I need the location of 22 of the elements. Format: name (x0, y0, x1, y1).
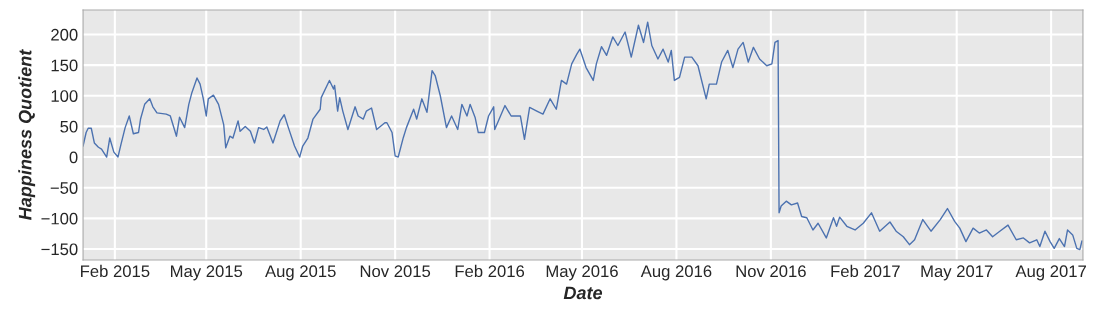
line-series (83, 21, 1083, 251)
x-tick-label: Aug 2017 (1015, 265, 1086, 281)
x-axis-title: Date (563, 286, 603, 300)
y-tick-label: −100 (41, 212, 78, 225)
y-tick-label: 150 (51, 59, 78, 72)
x-tick-label: Feb 2016 (455, 264, 525, 278)
y-tick-label: 200 (51, 28, 78, 41)
y-tick-label: 50 (60, 120, 78, 133)
x-tick-label: Feb 2015 (81, 264, 150, 278)
x-tick-label: Feb 2017 (831, 264, 900, 278)
y-tick-label: −150 (41, 243, 78, 256)
x-tick-label: Nov 2016 (736, 265, 806, 278)
x-tick-label: Aug 2015 (265, 265, 336, 281)
y-axis-title: Happiness Quotient (18, 49, 36, 220)
x-tick-label: May 2017 (921, 265, 993, 281)
x-tick-label: Nov 2015 (360, 265, 431, 278)
y-tick-label: −50 (50, 182, 78, 194)
x-tick-label: Aug 2016 (640, 265, 712, 281)
x-tick-label: May 2015 (171, 265, 243, 281)
x-tick-label: May 2016 (546, 265, 618, 281)
y-tick-label: 100 (51, 90, 78, 102)
y-tick-label: 0 (69, 151, 78, 164)
